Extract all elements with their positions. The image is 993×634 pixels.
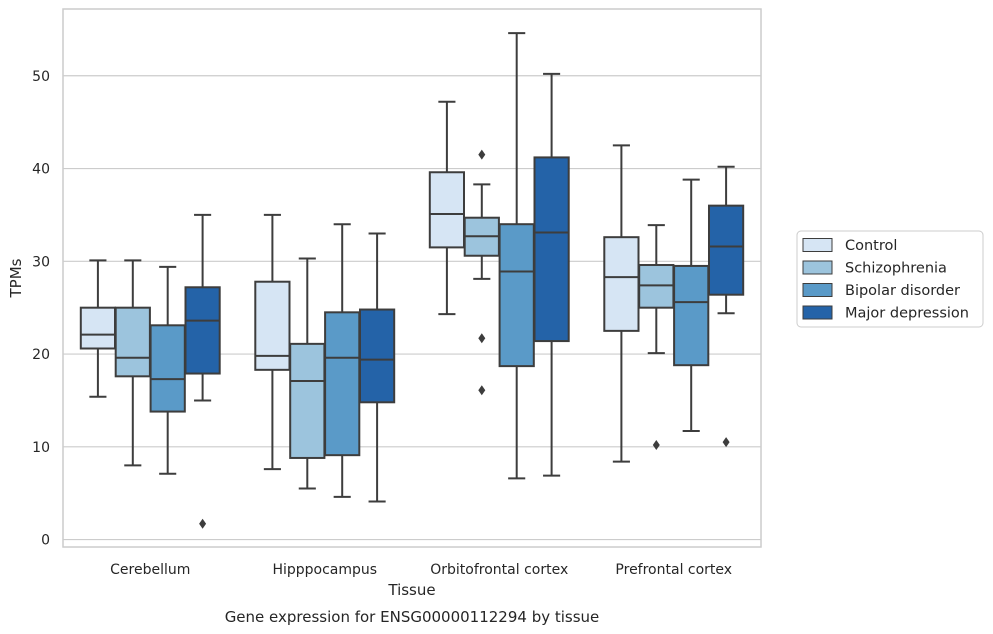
- plot-frame: [62, 8, 762, 548]
- box-s3-c0-iqr-box: [184, 286, 221, 375]
- legend-label-1: Schizophrenia: [845, 261, 947, 277]
- x-tick-label-0: Cerebellum: [110, 562, 190, 578]
- y-tick-label-30: 30: [32, 254, 50, 270]
- box-s1-c3-outlier-0: [652, 439, 660, 450]
- y-tick-label-20: 20: [32, 347, 50, 363]
- legend-frame: [796, 230, 984, 328]
- box-s1-c2-outlier-0: [478, 149, 486, 160]
- y-tick-label-10: 10: [32, 440, 50, 456]
- box-s0-c0-iqr-box: [79, 306, 117, 350]
- box-s3-c3-iqr-box: [707, 204, 745, 296]
- legend: Control Schizophrenia Bipolar disorder Majo…: [796, 230, 984, 328]
- series-0: [79, 100, 640, 471]
- box-s1-c2-outlier-1: [478, 333, 486, 344]
- x-axis-title: Tissue: [387, 581, 435, 599]
- x-axis-ticks: Cerebellum Hipppocampus Orbitofrontal cort…: [110, 562, 732, 578]
- box-s2-c0-iqr-box: [149, 324, 186, 413]
- box-s2-c3-iqr-box: [673, 264, 710, 367]
- box-s1-c1-iqr-box: [289, 342, 326, 459]
- box-s3-c2-iqr-box: [533, 156, 570, 343]
- box-s1-c0-iqr-box: [114, 306, 151, 378]
- box-s1-c2-outlier-2: [478, 385, 486, 396]
- legend-swatch-2: [802, 283, 833, 297]
- box-s3-c1-iqr-box: [358, 308, 396, 404]
- series-2: [149, 32, 710, 498]
- legend-label-2: Bipolar disorder: [845, 283, 960, 299]
- series-1: [114, 149, 675, 490]
- y-tick-label-50: 50: [32, 69, 50, 85]
- x-tick-label-2: Orbitofrontal cortex: [430, 562, 568, 578]
- box-s2-c1-iqr-box: [324, 311, 361, 457]
- y-tick-label-0: 0: [41, 533, 50, 549]
- box-s0-c2-iqr-box: [428, 171, 466, 249]
- legend-label-0: Control: [845, 238, 897, 254]
- y-tick-label-40: 40: [32, 162, 50, 178]
- series-3: [184, 72, 745, 529]
- x-tick-label-1: Hipppocampus: [272, 562, 377, 578]
- legend-label-3: Major depression: [845, 306, 969, 322]
- box-s3-c0-outlier-0: [199, 518, 207, 529]
- plot-area: [79, 32, 745, 529]
- legend-swatch-3: [802, 305, 833, 320]
- legend-swatch-1: [802, 260, 833, 275]
- legend-swatch-0: [802, 238, 833, 252]
- box-s2-c2-iqr-box: [498, 223, 535, 368]
- y-axis-ticks: 0 10 20 30 40 50: [32, 69, 50, 549]
- y-axis-title: TPMs: [7, 258, 25, 298]
- box-s0-c3-iqr-box: [603, 236, 640, 332]
- figure-caption: Gene expression for ENSG00000112294 by t…: [225, 608, 600, 626]
- x-tick-label-3: Prefrontal cortex: [615, 562, 732, 578]
- box-s3-c3-outlier-0: [722, 437, 730, 448]
